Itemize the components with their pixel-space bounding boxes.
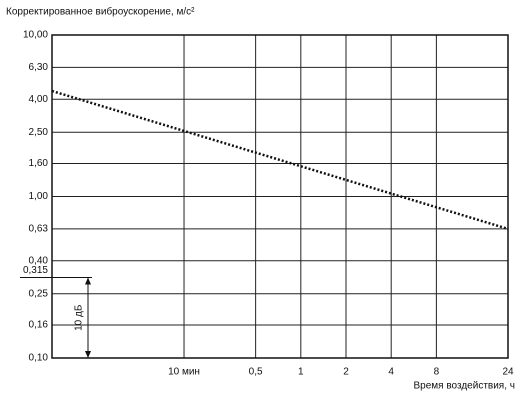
y-tick-label: 1,00 — [29, 191, 49, 202]
x-tick-label: 0,5 — [249, 367, 263, 378]
data-line — [51, 89, 509, 231]
y-tick-label: 6,30 — [29, 62, 49, 73]
chart-title: Корректированное виброускорение, м/с² — [6, 6, 195, 18]
y-tick-label: 0,63 — [29, 224, 49, 235]
x-axis-label: Время воздействия, ч — [413, 381, 515, 392]
x-tick-label: 4 — [388, 367, 394, 378]
arrow-head — [85, 351, 91, 358]
y-tick-label: 0,10 — [29, 353, 49, 364]
x-tick-label: 8 — [434, 367, 440, 378]
y-tick-label: 4,00 — [29, 94, 49, 105]
arrow-head — [85, 277, 91, 285]
annotation-tick-label: 0,315 — [23, 265, 48, 276]
y-tick-label: 0,16 — [29, 320, 49, 331]
y-tick-label: 2,50 — [29, 127, 49, 138]
x-tick-label: 10 мин — [168, 367, 200, 378]
x-tick-label: 1 — [298, 367, 304, 378]
y-tick-label: 10,00 — [23, 30, 48, 41]
x-tick-label: 24 — [502, 367, 514, 378]
plot-frame — [51, 34, 509, 359]
y-tick-label: 1,60 — [29, 158, 49, 169]
y-tick-label: 0,40 — [29, 255, 49, 266]
annotation-text: 10 дБ — [74, 304, 85, 331]
y-tick-label: 0,25 — [29, 288, 49, 299]
x-tick-label: 2 — [343, 367, 349, 378]
